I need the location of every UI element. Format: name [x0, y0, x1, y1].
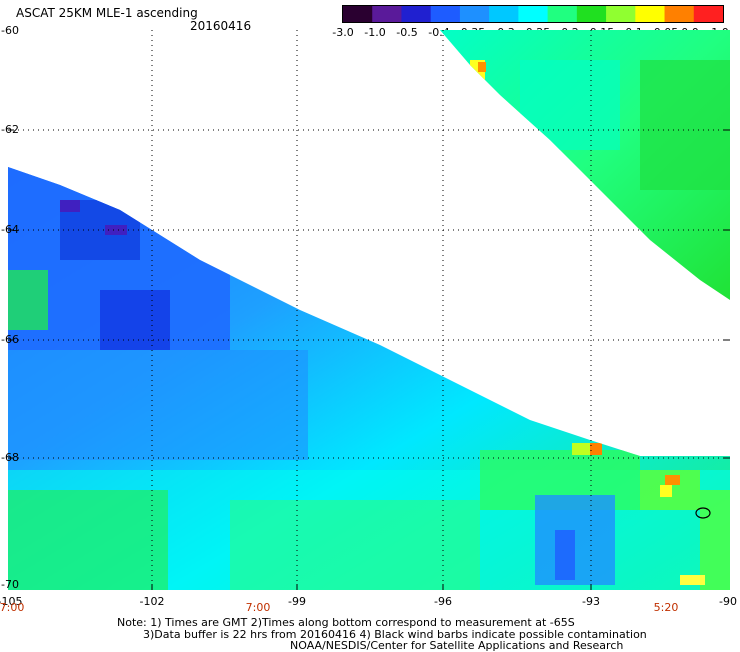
- scale-segment: [401, 6, 432, 22]
- wind-barb-marker: [695, 507, 711, 519]
- footnote-line-1: Note: 1) Times are GMT 2)Times along bot…: [117, 616, 575, 629]
- scale-segment: [489, 6, 519, 22]
- lat-label: -68: [1, 451, 19, 464]
- lon-label: -102: [139, 595, 165, 608]
- scale-label: -0.4: [428, 26, 450, 39]
- footnote-line-2: 3)Data buffer is 22 hrs from 20160416 4)…: [143, 628, 647, 641]
- scale-segment: [343, 6, 373, 22]
- lat-label: -60: [1, 24, 19, 37]
- lon-label: -99: [288, 595, 306, 608]
- scale-label: -1.0: [364, 26, 386, 39]
- product-title: ASCAT 25KM MLE-1 ascending: [16, 6, 198, 20]
- swath-upper-right: [440, 30, 730, 300]
- lat-label: -64: [1, 223, 19, 236]
- lon-label: -96: [434, 595, 452, 608]
- lat-label: -66: [1, 333, 19, 346]
- lat-label: -62: [1, 123, 19, 136]
- scale-segment: [547, 6, 578, 22]
- lon-label: -105: [0, 595, 23, 608]
- scale-segment: [430, 6, 461, 22]
- lat-label: -70: [1, 578, 19, 591]
- scale-segment: [693, 6, 724, 22]
- axis-ticks: [8, 129, 730, 590]
- lat-lon-grid: [8, 30, 730, 590]
- time-label: 7:00: [0, 601, 25, 614]
- footnote-line-3: NOAA/NESDIS/Center for Satellite Applica…: [290, 639, 624, 652]
- scale-segment: [576, 6, 607, 22]
- color-scale-bar: [342, 5, 724, 23]
- scale-label: -3.0: [332, 26, 354, 39]
- scale-label: -0.5: [396, 26, 418, 39]
- scale-segment: [518, 6, 549, 22]
- lon-label: -93: [582, 595, 600, 608]
- scale-border: [342, 5, 724, 23]
- product-date: 20160416: [190, 19, 252, 33]
- scale-segment: [664, 6, 695, 22]
- time-label: 7:00: [245, 601, 271, 614]
- scale-segment: [635, 6, 666, 22]
- scale-segment: [459, 6, 490, 22]
- time-label: 5:20: [653, 601, 679, 614]
- scale-segment: [606, 6, 636, 22]
- lon-label: -90: [719, 595, 737, 608]
- scale-segment: [372, 6, 402, 22]
